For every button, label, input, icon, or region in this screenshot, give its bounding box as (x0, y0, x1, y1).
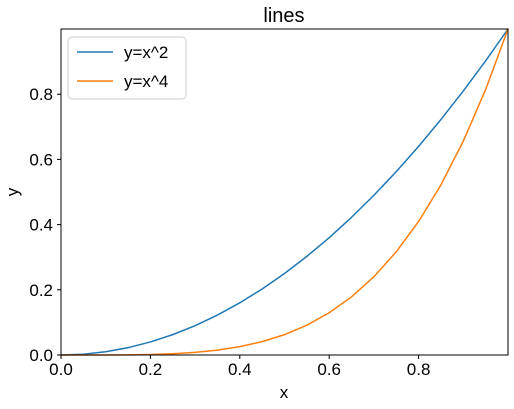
legend-label-y-x4: y=x^4 (124, 72, 168, 91)
plot-area-frame (60, 28, 509, 356)
legend: y=x^2 y=x^4 (67, 36, 187, 100)
y-axis-label: y (3, 187, 22, 196)
x-tick-label: 0.8 (407, 360, 431, 379)
legend-label-y-x2: y=x^2 (124, 43, 168, 62)
series-line-y-x2 (60, 28, 509, 356)
chart-title: lines (263, 5, 304, 27)
x-axis-label: x (280, 383, 289, 402)
x-axis-ticks: 0.0 0.2 0.4 0.6 0.8 (49, 355, 430, 379)
y-tick-label: 0.0 (29, 346, 53, 365)
x-tick-label: 0.0 (49, 360, 73, 379)
y-axis-ticks: 0.0 0.2 0.4 0.6 0.8 (29, 85, 61, 365)
y-tick-label: 0.8 (29, 85, 53, 104)
y-tick-label: 0.4 (29, 216, 53, 235)
y-tick-label: 0.6 (29, 150, 53, 169)
y-tick-label: 0.2 (29, 281, 53, 300)
x-tick-label: 0.6 (317, 360, 341, 379)
x-tick-label: 0.2 (139, 360, 163, 379)
x-tick-label: 0.4 (228, 360, 252, 379)
